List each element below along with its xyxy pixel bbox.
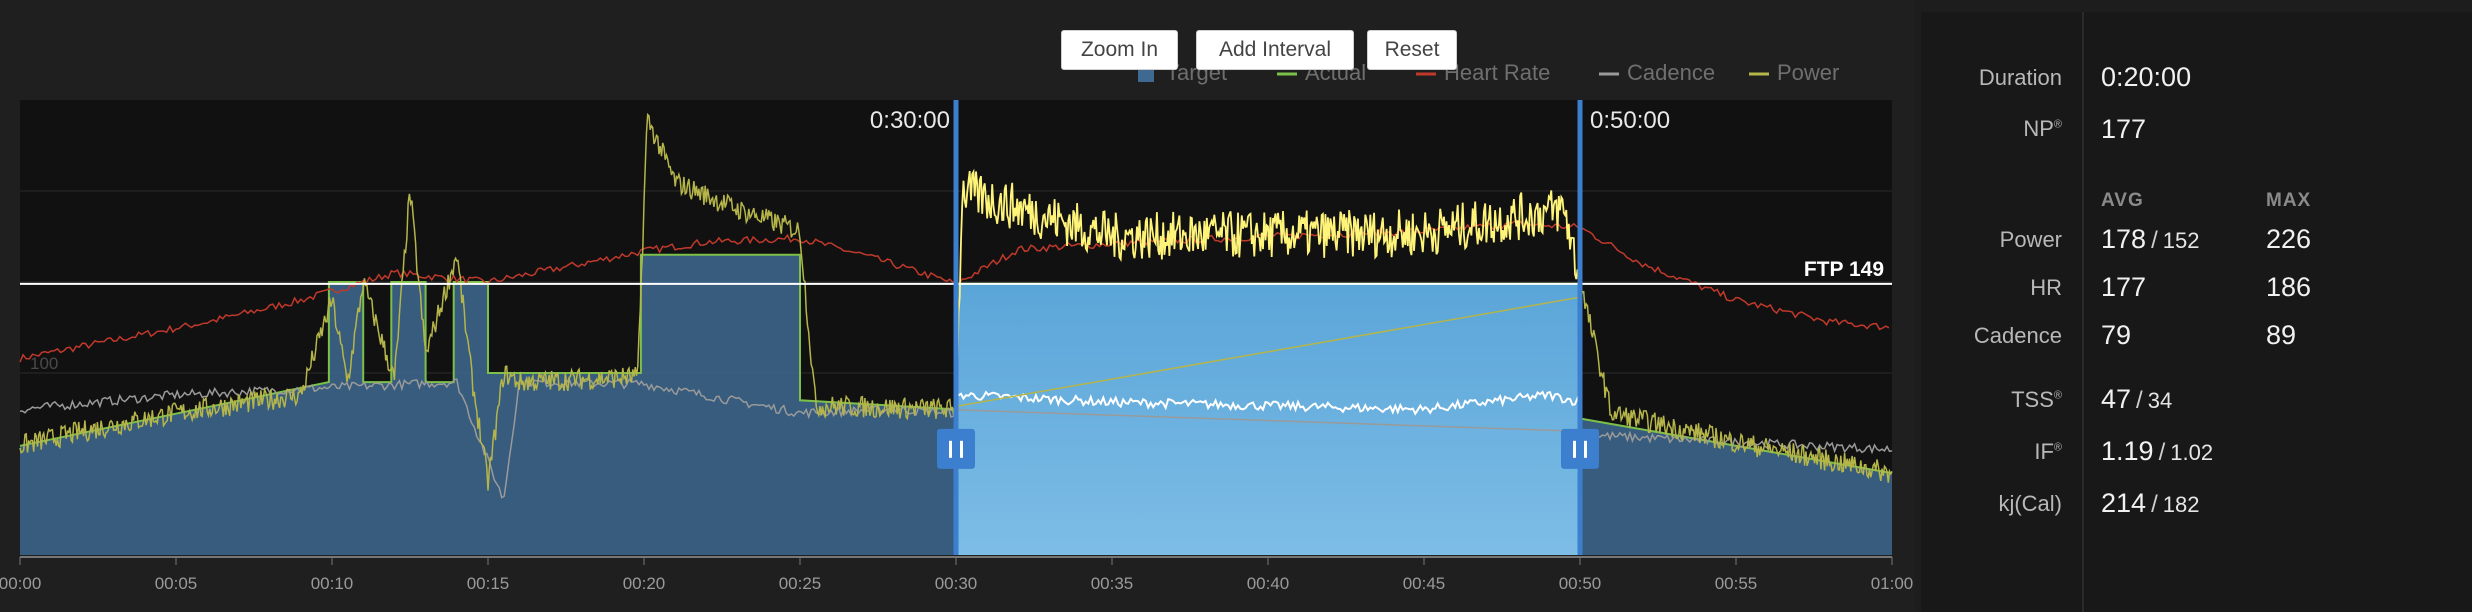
if-value: 1.19/1.02 [2101,436,2213,467]
cadence-label: Cadence [1973,323,2062,348]
x-tick-label: 00:55 [1715,574,1758,593]
np-label: NP® [2023,116,2062,142]
reset-button[interactable]: Reset [1367,30,1457,70]
add-interval-button[interactable]: Add Interval [1196,30,1354,70]
tss-value: 47/34 [2101,384,2172,415]
cadence-line [20,375,1893,499]
x-tick-label: 00:15 [467,574,510,593]
legend-swatch [1138,66,1154,82]
x-tick-label: 00:25 [779,574,822,593]
legend-item: Power [1777,60,1839,85]
power-avg: 178/152 [2101,224,2199,255]
kj-label: kj(Cal) [1998,491,2062,516]
np-value: 177 [2101,114,2147,144]
avg-header: AVG [2101,190,2144,211]
x-tick-label: 01:00 [1871,574,1914,593]
power-label: Power [1999,227,2062,252]
selection-fill [956,283,1580,555]
legend-item: Cadence [1627,60,1715,85]
legend-item: Heart Rate [1444,60,1550,85]
if-value-main: 1.19 [2101,436,2154,466]
registered-mark: ® [2053,389,2062,402]
handle-grip [1584,440,1587,458]
power-avg-secondary: 152 [2162,228,2200,253]
tss-value-main: 47 [2101,384,2132,414]
selection-end-handle[interactable] [1561,428,1599,469]
tss-value-secondary: 34 [2147,388,2173,413]
cadence-avg: 79 [2101,320,2132,350]
if-label-text: IF [2034,439,2054,464]
ftp-label: FTP 149 [1804,258,1884,281]
hr-avg: 177 [2101,272,2147,302]
x-tick-label: 00:40 [1247,574,1290,593]
kj-value-secondary: 182 [2162,492,2200,517]
x-tick-label: 00:30 [935,574,978,593]
cadence-max: 89 [2266,320,2297,350]
power-max: 226 [2266,224,2312,254]
power-line-selected [956,168,1581,382]
tss-label-text: TSS [2011,387,2054,412]
separator: / [2151,227,2158,254]
x-tick-label: 00:45 [1403,574,1446,593]
power-avg-value: 178 [2101,224,2147,254]
if-value-secondary: 1.02 [2170,440,2214,465]
separator: / [2136,387,2143,414]
duration-value: 0:20:00 [2101,62,2192,92]
max-header: MAX [2266,190,2312,211]
stats-divider [2082,12,2084,612]
tss-label: TSS® [2011,387,2062,413]
cadence-line-selected [957,390,1581,416]
np-label-text: NP [2023,116,2054,141]
handle-grip [960,440,963,458]
registered-mark: ® [2053,118,2062,131]
handle-grip [1573,440,1576,458]
separator: / [2151,491,2158,518]
selection-end-label: 0:50:00 [1590,107,1670,134]
x-tick-label: 00:05 [155,574,198,593]
hr-label: HR [2030,275,2062,300]
kj-value: 214/182 [2101,488,2199,519]
hr-max: 186 [2266,272,2312,302]
x-tick-label: 00:20 [623,574,666,593]
stats-panel [1921,12,2472,612]
selection-start-label: 0:30:00 [870,107,950,134]
selection-start-handle[interactable] [937,428,975,469]
chart-area: 100 FTP 149 0:30:00 0:50:00 Target Actual Hear… [0,0,1915,612]
x-tick-label: 00:50 [1559,574,1602,593]
x-tick-label: 00:00 [0,574,41,593]
x-tick-label: 00:35 [1091,574,1134,593]
separator: / [2158,439,2166,466]
x-tick-label: 00:10 [311,574,354,593]
power-line [19,112,1893,491]
kj-value-main: 214 [2101,488,2147,518]
y-tick-label: 100 [30,354,58,373]
handle-grip [949,440,952,458]
if-label: IF® [2034,439,2062,465]
zoom-in-button[interactable]: Zoom In [1061,30,1178,70]
duration-label: Duration [1978,65,2062,90]
registered-mark: ® [2053,441,2062,454]
